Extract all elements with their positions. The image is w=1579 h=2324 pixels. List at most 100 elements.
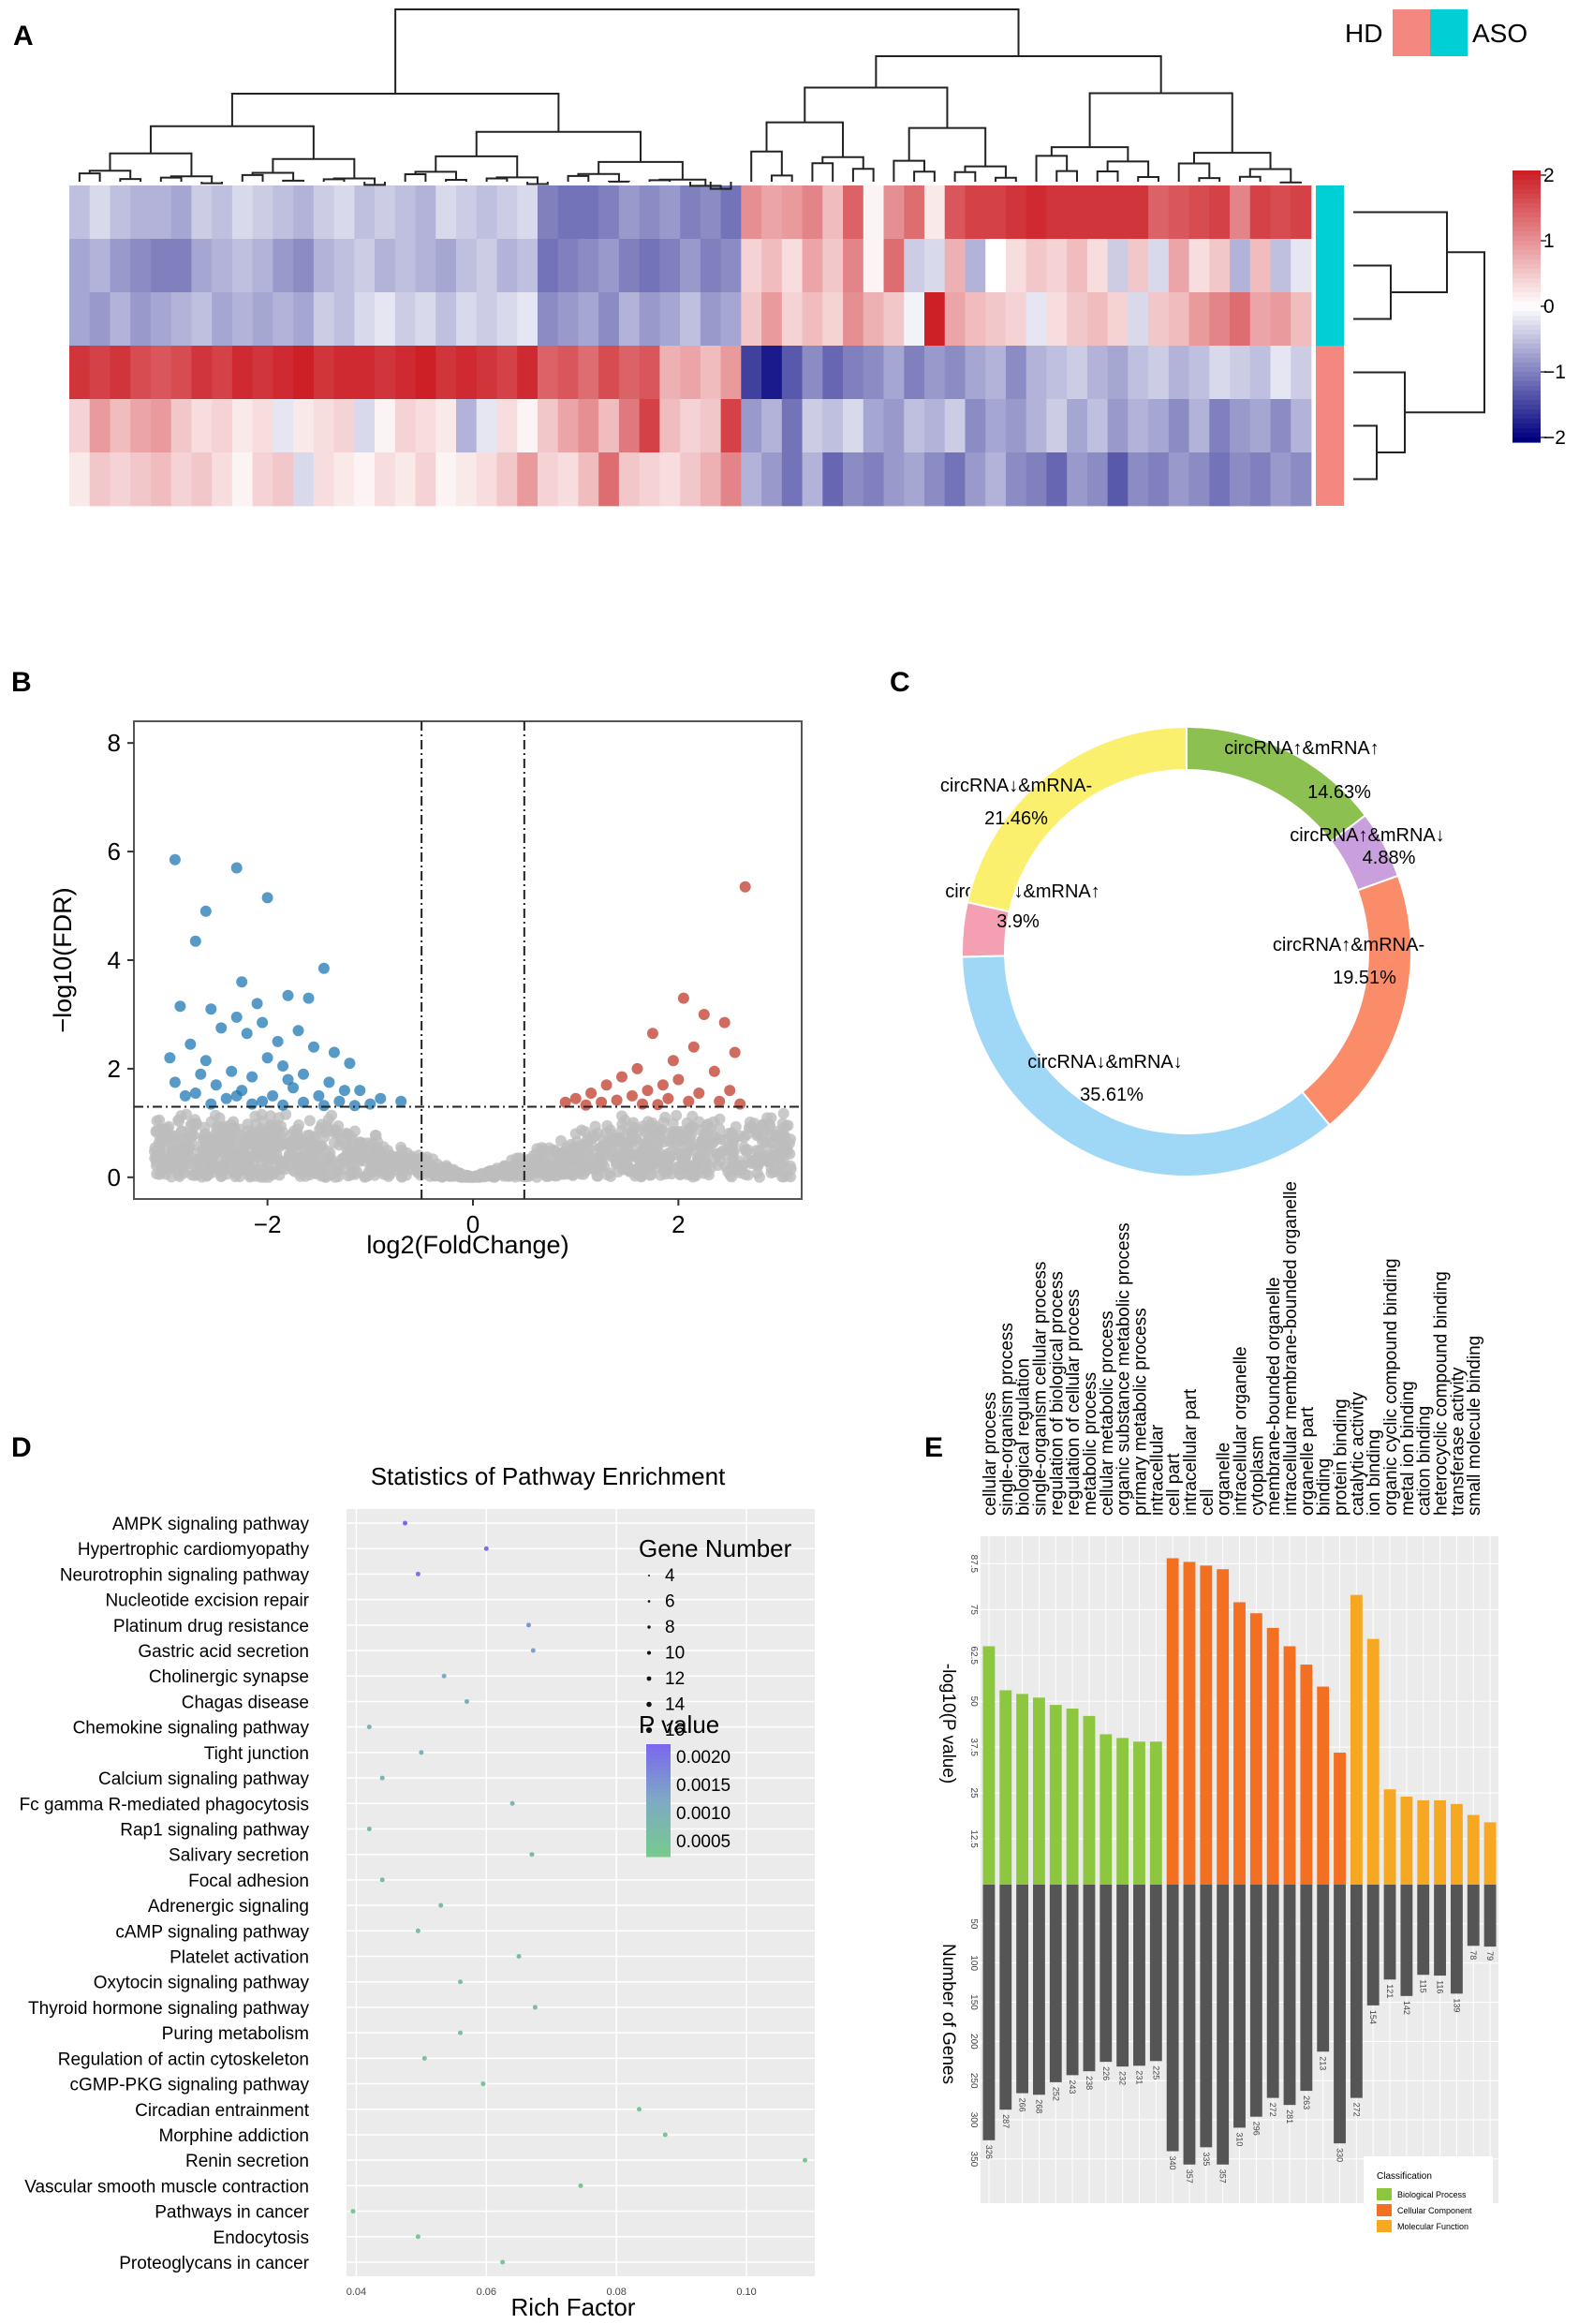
colorbar-segment xyxy=(1513,316,1541,321)
pathway-label: Vascular smooth muscle contraction xyxy=(24,2177,309,2197)
ns-point xyxy=(179,1155,190,1167)
dendrogram-branch xyxy=(1088,92,1233,154)
legend-color-segment xyxy=(646,1834,671,1839)
bottom-tick-label: 250 xyxy=(968,2073,979,2089)
pathway-label: Morphine addiction xyxy=(158,2126,309,2146)
gene-count-label: 330 xyxy=(1336,2148,1345,2162)
heatmap-cell xyxy=(496,292,518,347)
slice-percent: 3.9% xyxy=(996,911,1040,932)
heatmap-cell xyxy=(130,239,152,293)
top-tick-label: 25 xyxy=(968,1788,979,1799)
heatmap-cell xyxy=(1148,185,1170,240)
heatmap-cell xyxy=(923,239,946,293)
heatmap-cell xyxy=(110,346,131,400)
ns-point xyxy=(616,1110,627,1122)
heatmap-cell xyxy=(252,346,273,400)
legend-color-segment xyxy=(646,1804,671,1809)
legend-color-segment xyxy=(646,1819,671,1824)
gene-count-bar xyxy=(1266,1885,1279,2098)
heatmap-cell xyxy=(965,292,986,347)
heatmap-cell xyxy=(741,399,762,453)
logp-bar xyxy=(1467,1814,1480,1885)
go-term-label: cellular process xyxy=(981,1392,1000,1516)
ns-point xyxy=(701,1119,713,1132)
heatmap-cell xyxy=(1046,346,1068,400)
ns-point xyxy=(680,1149,692,1162)
heatmap-cell xyxy=(618,292,641,347)
ns-point xyxy=(559,1159,571,1171)
pathway-point xyxy=(438,1902,444,1908)
heatmap-cell xyxy=(252,399,273,453)
heatmap-cell xyxy=(578,346,599,400)
heatmap-cell xyxy=(1148,346,1170,400)
heatmap-cell xyxy=(1209,292,1231,347)
legend-label-hd: HD xyxy=(1345,19,1382,48)
ns-point xyxy=(546,1145,558,1157)
colorbar-segment xyxy=(1513,339,1541,345)
heatmap-cell xyxy=(1026,292,1047,347)
heatmap-cell xyxy=(415,399,436,453)
heatmap-cell xyxy=(680,239,701,293)
heatmap-cell xyxy=(965,239,986,293)
ns-point xyxy=(559,1149,571,1162)
heatmap-cell xyxy=(863,399,884,453)
heatmap-cell xyxy=(354,239,376,293)
dendrogram-branch xyxy=(598,160,684,180)
gene-count-label: 296 xyxy=(1251,2122,1261,2136)
ns-point xyxy=(242,1118,254,1131)
ns-point xyxy=(164,1132,176,1145)
heatmap-cell xyxy=(781,346,803,400)
pathway-label: Focal adhesion xyxy=(188,1872,309,1891)
heatmap-cell xyxy=(476,452,497,507)
heatmap-cell xyxy=(1128,239,1149,293)
slice-percent: 14.63% xyxy=(1307,782,1371,803)
heatmap-cell xyxy=(598,292,620,347)
heatmap-cell xyxy=(293,452,315,507)
pathway-label: Chemokine signaling pathway xyxy=(73,1719,310,1739)
heatmap-cell xyxy=(944,346,966,400)
heatmap-cell xyxy=(1026,239,1047,293)
colorbar-segment xyxy=(1513,358,1541,363)
ns-point xyxy=(256,1144,268,1156)
heatmap-cell xyxy=(802,292,823,347)
logp-bar xyxy=(1133,1741,1145,1885)
go-term-label: metal ion binding xyxy=(1398,1381,1418,1516)
heatmap-cell xyxy=(659,292,681,347)
heatmap-cell xyxy=(883,185,905,240)
ns-point xyxy=(643,1122,656,1133)
colorbar-segment xyxy=(1513,255,1541,260)
heatmap-cell xyxy=(89,452,111,507)
colorbar-tick-label: −1 xyxy=(1543,362,1566,383)
upregulated-point xyxy=(693,1088,705,1099)
heatmap-cell xyxy=(517,399,539,453)
legend-color-segment xyxy=(646,1759,671,1764)
gene-count-bar xyxy=(1317,1885,1330,2052)
ns-point xyxy=(175,1133,186,1146)
colorbar-segment xyxy=(1513,259,1541,265)
heatmap-cell xyxy=(1168,399,1189,453)
logp-bar xyxy=(999,1690,1012,1885)
logp-bar xyxy=(1083,1715,1096,1885)
slice-label: circRNA↓&mRNA- xyxy=(940,776,1092,796)
heatmap-cell xyxy=(130,185,152,240)
panel-letter-a: A xyxy=(13,21,34,52)
heatmap-cell xyxy=(394,239,416,293)
top-tick-label: 50 xyxy=(968,1696,979,1708)
ns-point xyxy=(303,1115,316,1127)
upregulated-point xyxy=(729,1046,741,1058)
heatmap-cell xyxy=(639,346,660,400)
heatmap-cell xyxy=(781,399,803,453)
logp-bar xyxy=(1366,1638,1380,1885)
go-term-label: membrane-bounded organelle xyxy=(1264,1277,1284,1516)
x-tick-label: 0.08 xyxy=(606,2287,626,2298)
colorbar-segment xyxy=(1513,302,1541,307)
dendrogram-branch xyxy=(200,182,224,185)
heatmap-cell xyxy=(1107,185,1129,240)
dendrogram-branch xyxy=(119,178,142,182)
pathway-label: Regulation of actin cytoskeleton xyxy=(58,2050,309,2069)
gene-count-label: 116 xyxy=(1436,1980,1445,1993)
upregulated-point xyxy=(642,1085,654,1097)
legend-size-label: 12 xyxy=(665,1669,685,1689)
heatmap-cell xyxy=(313,452,334,507)
heatmap-cell xyxy=(557,292,579,347)
